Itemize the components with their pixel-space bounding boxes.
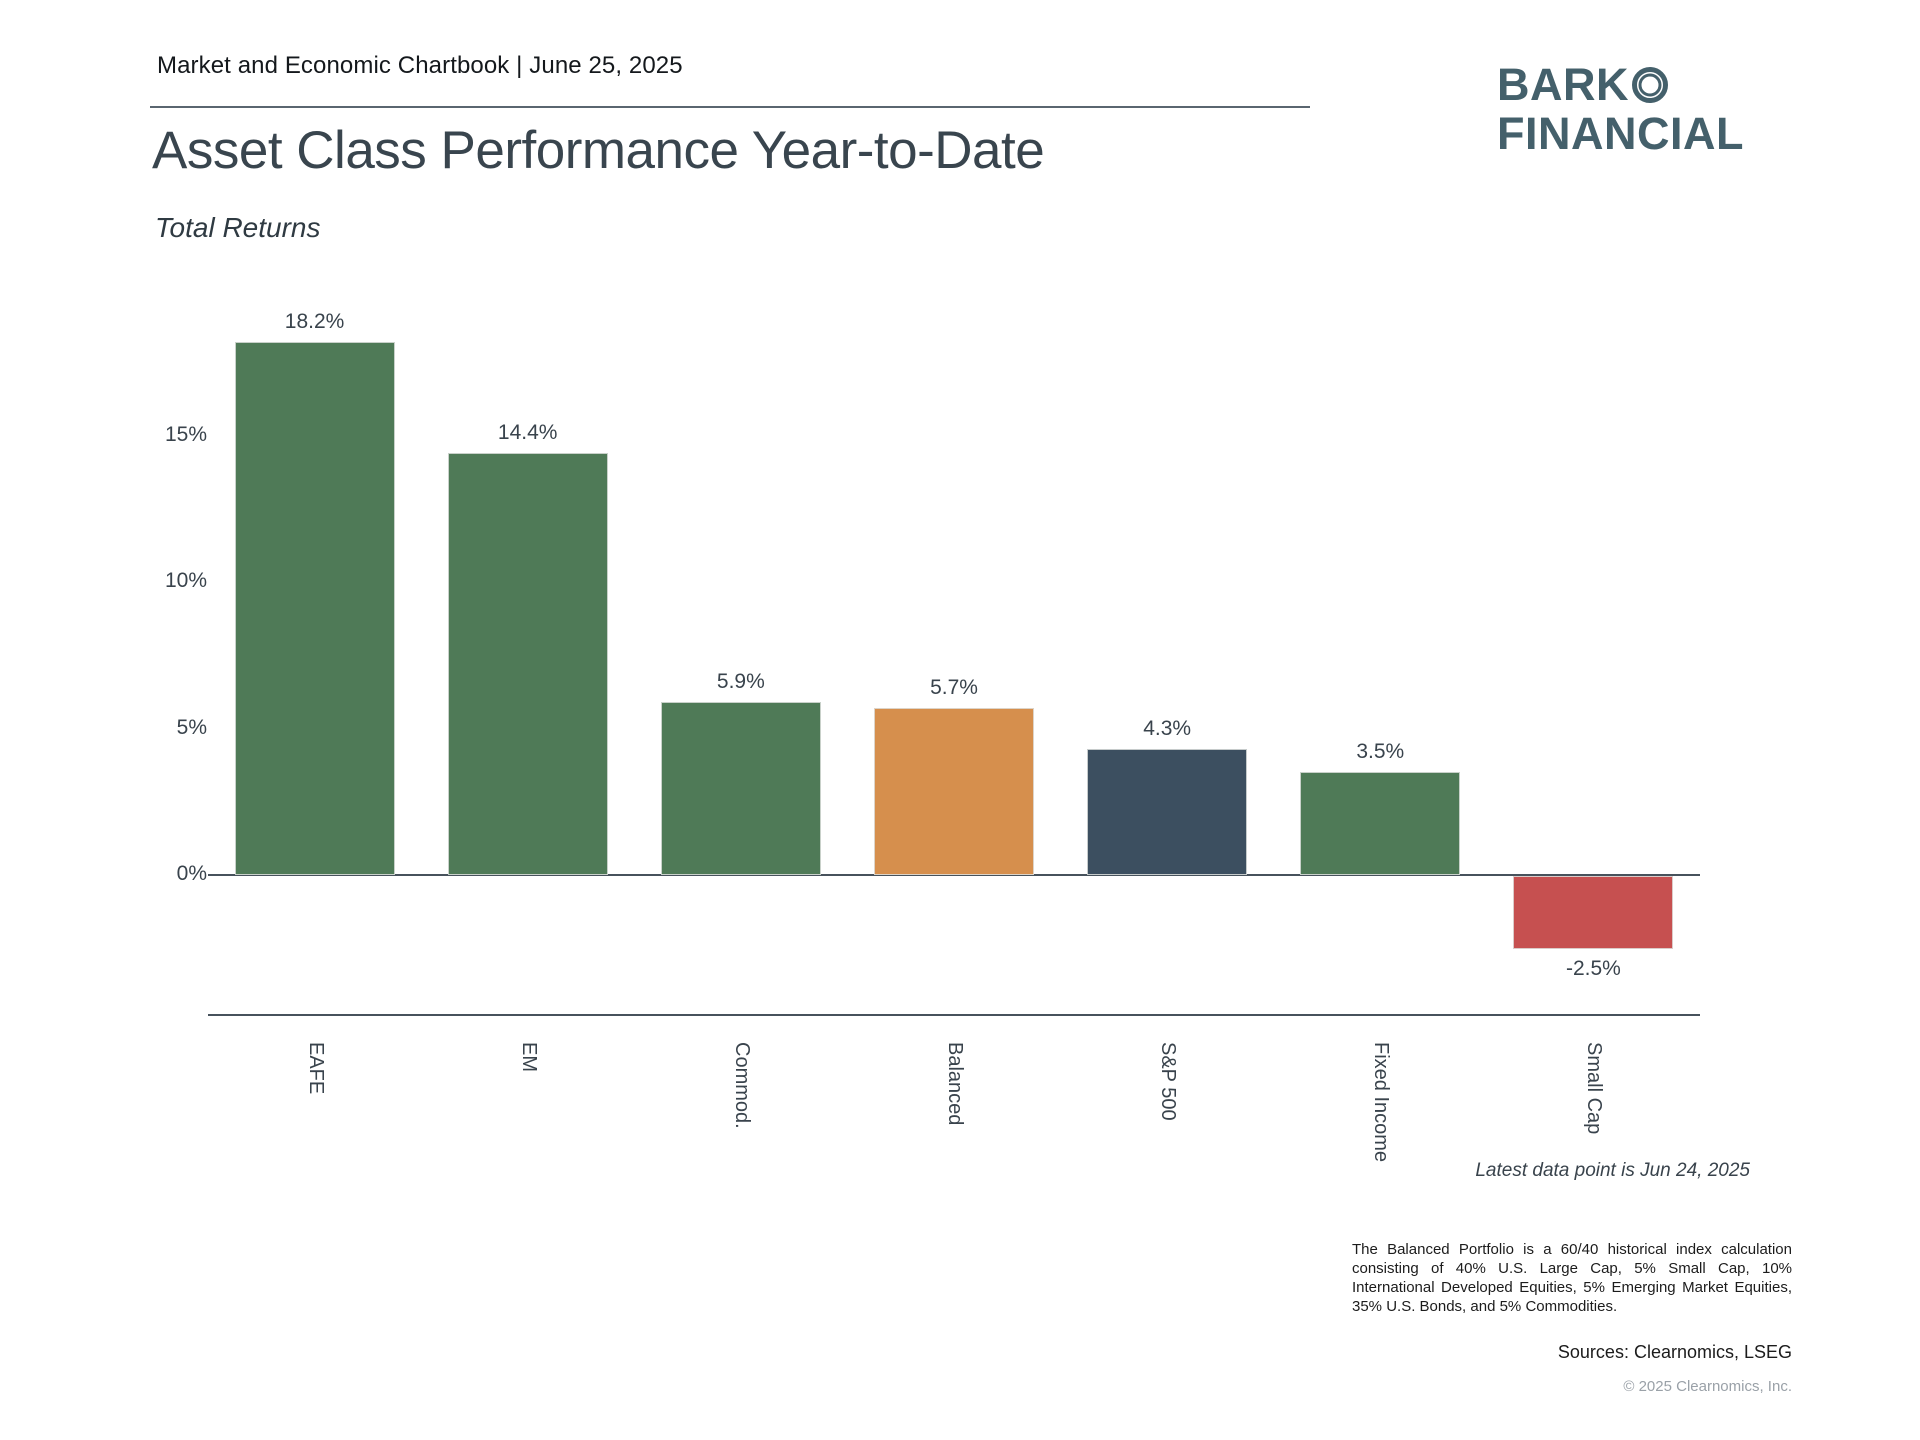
sources-line: Sources: Clearnomics, LSEG	[1557, 1342, 1792, 1362]
x-axis-category-label: EAFE	[304, 1042, 327, 1095]
report-header: Market and Economic Chartbook | June 25,…	[157, 52, 683, 79]
zero-baseline	[208, 874, 1700, 876]
x-axis-category-label: EM	[517, 1042, 540, 1072]
company-logo: BARK FINANCIAL	[1497, 60, 1744, 158]
x-axis-category-label: Small Cap	[1583, 1042, 1606, 1135]
bar-value-label: 4.3%	[1143, 717, 1192, 740]
copyright-line: © 2025 Clearnomics, Inc.	[1623, 1378, 1792, 1395]
y-axis-tick-label: 15%	[164, 422, 207, 446]
header-divider	[150, 106, 1310, 108]
page-subtitle: Total Returns	[155, 212, 321, 243]
bar-value-label: 18.2%	[284, 309, 345, 333]
x-axis-category-label: Commod.	[730, 1042, 753, 1129]
ring-o-icon	[1632, 66, 1668, 103]
bar-value-label: 3.5%	[1356, 740, 1405, 764]
bar-value-label: 5.9%	[716, 670, 765, 694]
balanced-portfolio-footnote: The Balanced Portfolio is a 60/40 histor…	[1352, 1241, 1792, 1316]
y-axis-tick-label: 5%	[176, 715, 207, 739]
latest-data-note: Latest data point is Jun 24, 2025	[1475, 1160, 1750, 1181]
x-axis-category-label: Fixed Income	[1370, 1042, 1393, 1163]
x-axis-spine	[208, 1014, 1700, 1016]
x-axis-category-label: S&P 500	[1157, 1042, 1180, 1121]
y-axis-tick-label: 10%	[164, 569, 207, 592]
bar-value-label: 14.4%	[497, 421, 558, 445]
page-title: Asset Class Performance Year-to-Date	[152, 121, 1045, 180]
bar-commod-	[660, 702, 821, 875]
bar-small-cap	[1513, 876, 1674, 950]
bar-fixed-income	[1300, 772, 1461, 875]
bar-value-label: 5.7%	[930, 675, 978, 699]
logo-line-2: FINANCIAL	[1497, 109, 1744, 158]
bar-s-p-500	[1087, 749, 1248, 875]
logo-text-bark: BARK	[1497, 59, 1629, 110]
x-axis-category-label: Balanced	[944, 1042, 966, 1126]
bar-balanced	[874, 707, 1034, 875]
y-axis-tick-label: 0%	[176, 862, 207, 885]
bar-em	[447, 453, 608, 875]
bar-value-label: -2.5%	[1565, 957, 1621, 981]
logo-text-financial: FINANCIAL	[1497, 108, 1744, 159]
logo-line-1: BARK	[1497, 60, 1744, 109]
bar-eafe	[234, 341, 395, 875]
